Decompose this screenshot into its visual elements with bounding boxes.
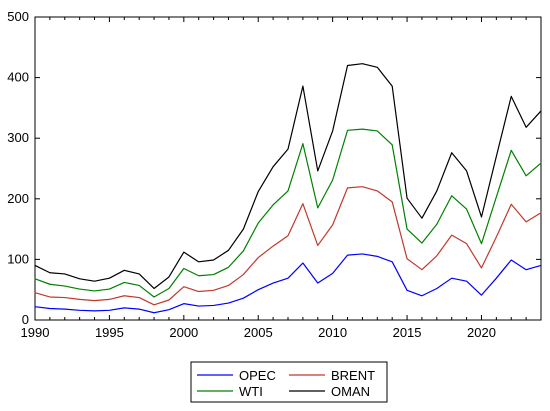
legend-box <box>190 361 388 403</box>
y-tick-label: 200 <box>7 191 29 206</box>
series-line-oman <box>34 63 542 290</box>
series-line-opec <box>34 253 542 314</box>
y-tick-label: 500 <box>7 9 29 24</box>
x-tick-label: 1995 <box>95 325 124 340</box>
y-axis: 0 100 200 300 400 500 <box>7 9 541 327</box>
legend-label-wti: WTI <box>239 384 263 399</box>
y-tick-label: 0 <box>22 312 29 327</box>
x-tick-label: 1990 <box>21 325 50 340</box>
series-line-wti <box>34 128 542 298</box>
x-axis: 1990 1995 2000 2005 2010 2015 2020 <box>21 17 542 340</box>
x-tick-label: 2010 <box>318 325 347 340</box>
x-tick-label: 2005 <box>244 325 273 340</box>
legend-label-oman: OMAN <box>331 384 370 399</box>
x-tick-label: 2020 <box>467 325 496 340</box>
x-tick-label: 2015 <box>393 325 422 340</box>
legend-label-brent: BRENT <box>331 368 375 383</box>
series-lines <box>34 63 542 314</box>
y-tick-label: 100 <box>7 251 29 266</box>
y-tick-label: 300 <box>7 130 29 145</box>
legend: OPEC BRENT WTI OMAN <box>190 361 388 403</box>
series-line-brent <box>34 186 542 306</box>
x-tick-label: 2000 <box>169 325 198 340</box>
legend-label-opec: OPEC <box>239 368 276 383</box>
y-tick-label: 400 <box>7 70 29 85</box>
